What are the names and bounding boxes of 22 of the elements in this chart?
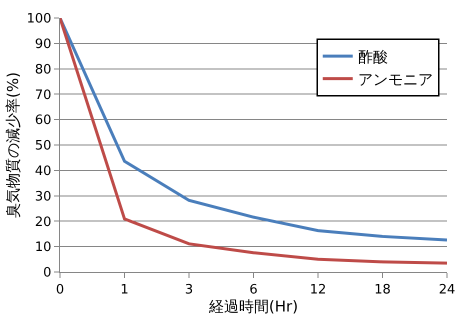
x-tick-label: 24	[438, 282, 456, 298]
y-tick-label: 70	[34, 88, 52, 103]
y-tick-label: 30	[34, 189, 52, 204]
x-tick-label: 1	[120, 282, 129, 298]
x-tick-label: 6	[249, 282, 258, 298]
x-tick-label: 3	[184, 282, 194, 298]
legend-label: 酢酸	[358, 48, 388, 66]
y-tick-label: 20	[34, 214, 52, 230]
y-tick-label: 40	[34, 164, 52, 179]
y-tick-label: 0	[43, 266, 52, 281]
y-tick-label: 80	[34, 62, 52, 78]
y-tick-label: 50	[34, 138, 52, 154]
x-tick-label: 18	[374, 282, 391, 298]
y-tick-label: 10	[34, 240, 52, 256]
y-tick-label: 60	[34, 113, 52, 128]
x-axis-title: 経過時間(Hr)	[208, 298, 298, 316]
legend-label: アンモニア	[358, 70, 433, 88]
x-tick-label: 12	[310, 282, 326, 298]
x-tick-label: 0	[56, 282, 64, 298]
y-tick-label: 90	[34, 36, 52, 52]
y-tick-label: 100	[26, 12, 52, 27]
y-axis-title: 臭気物質の減少率(%)	[4, 72, 22, 218]
